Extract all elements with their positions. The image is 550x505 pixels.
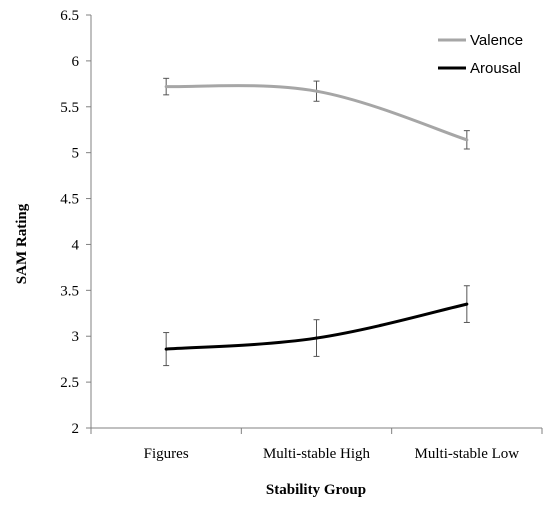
data-point [315,89,318,93]
data-point [164,85,168,89]
x-tick-label: Multi-stable High [263,446,371,462]
y-tick-label: 6.5 [60,8,79,24]
x-tick-label: Multi-stable Low [415,446,520,462]
series-layer [163,77,470,367]
y-tick-label: 3 [72,329,80,345]
y-tick-label: 5 [72,146,80,162]
legend-label: Valence [470,32,523,49]
y-tick-label: 5.5 [60,100,79,116]
y-tick-label: 4 [72,237,80,253]
y-tick-label: 2 [72,421,80,437]
y-tick-label: 4.5 [60,192,79,208]
y-tick-label: 3.5 [60,283,79,299]
y-axis-title: SAM Rating [14,203,30,284]
data-point [164,347,168,351]
axes: 2 2.5 3 3.5 4 4.5 5 5.5 6 6.5 Figures Multi-stable … [60,8,543,462]
data-point [465,302,469,306]
x-tick-label: Figures [144,446,189,462]
data-point [465,138,469,142]
x-axis-title: Stability Group [266,482,366,498]
y-tick-label: 2.5 [60,375,79,391]
series-arousal [163,285,470,367]
y-tick-label: 6 [72,54,80,70]
data-point [315,336,318,340]
legend: Valence Arousal [438,32,523,77]
legend-label: Arousal [470,60,521,77]
series-valence [163,77,470,150]
